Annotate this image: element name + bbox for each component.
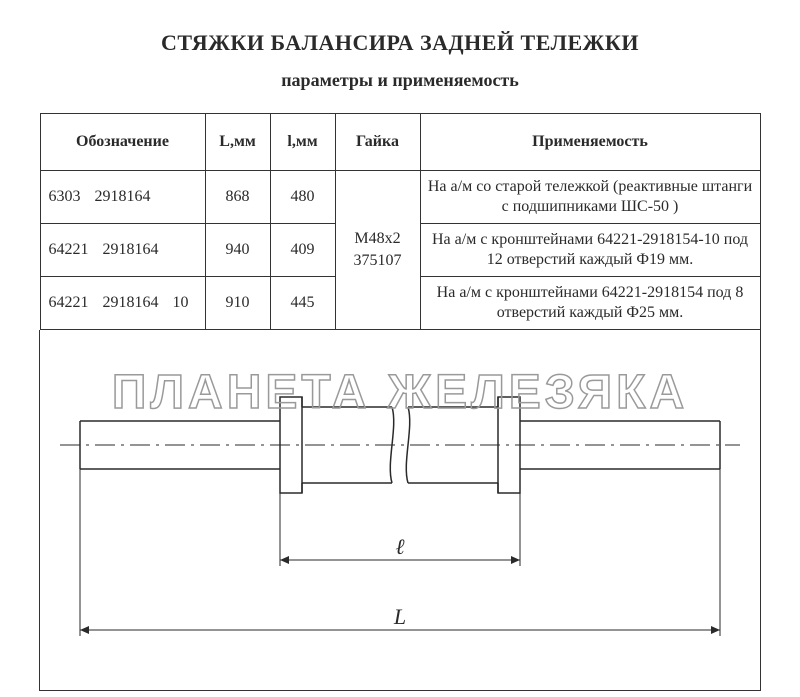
table-header-row: Обозначение L,мм l,мм Гайка Применяемост… xyxy=(40,114,760,171)
cell-applicability: На а/м со старой тележкой (реактивные шт… xyxy=(420,171,760,224)
drawing-panel: ℓL xyxy=(39,330,761,691)
desig-part-c: 10 xyxy=(173,294,189,312)
page-subtitle: параметры и применяемость xyxy=(30,70,770,91)
cell-L: 940 xyxy=(205,224,270,277)
tie-rod-drawing: ℓL xyxy=(40,330,760,690)
desig-part-b: 2918164 xyxy=(95,188,151,206)
cell-l: 445 xyxy=(270,277,335,330)
svg-text:L: L xyxy=(393,604,406,629)
col-header-L: L,мм xyxy=(205,114,270,171)
cell-l: 409 xyxy=(270,224,335,277)
cell-designation: 64221 2918164 xyxy=(40,224,205,277)
cell-L: 910 xyxy=(205,277,270,330)
nut-line1: М48х2 xyxy=(342,228,414,250)
parameters-table: Обозначение L,мм l,мм Гайка Применяемост… xyxy=(40,113,761,330)
table-row: 6303 2918164 868 480 М48х2 375107 На а/м… xyxy=(40,171,760,224)
desig-part-b: 2918164 xyxy=(103,294,159,312)
cell-L: 868 xyxy=(205,171,270,224)
cell-l: 480 xyxy=(270,171,335,224)
cell-nut: М48х2 375107 xyxy=(335,171,420,330)
col-header-nut: Гайка xyxy=(335,114,420,171)
col-header-l: l,мм xyxy=(270,114,335,171)
desig-part-a: 64221 xyxy=(49,241,89,259)
col-header-applicability: Применяемость xyxy=(420,114,760,171)
desig-part-a: 64221 xyxy=(49,294,89,312)
col-header-designation: Обозначение xyxy=(40,114,205,171)
page-title: СТЯЖКИ БАЛАНСИРА ЗАДНЕЙ ТЕЛЕЖКИ xyxy=(30,30,770,56)
svg-text:ℓ: ℓ xyxy=(395,534,405,559)
cell-applicability: На а/м с кронштейнами 64221-2918154 под … xyxy=(420,277,760,330)
nut-line2: 375107 xyxy=(342,250,414,272)
cell-designation: 64221 2918164 10 xyxy=(40,277,205,330)
desig-part-b: 2918164 xyxy=(103,241,159,259)
cell-applicability: На а/м с кронштейнами 64221-2918154-10 п… xyxy=(420,224,760,277)
desig-part-a: 6303 xyxy=(49,188,81,206)
cell-designation: 6303 2918164 xyxy=(40,171,205,224)
